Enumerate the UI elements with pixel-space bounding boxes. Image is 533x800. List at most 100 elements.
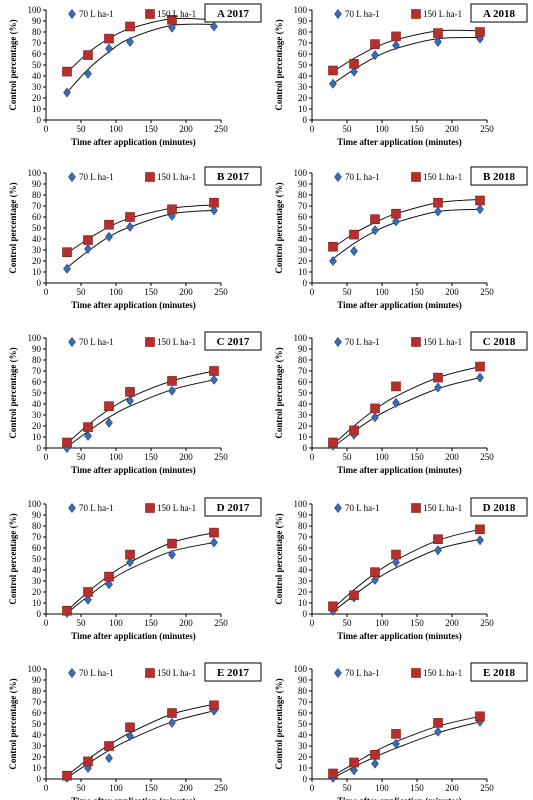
- y-tick-label: 20: [32, 93, 42, 103]
- y-tick-label: 30: [298, 576, 308, 586]
- x-tick-label: 250: [214, 124, 228, 134]
- y-tick-label: 10: [298, 432, 308, 442]
- y-tick-label: 40: [32, 71, 42, 81]
- title-box: [204, 166, 262, 186]
- data-point: [350, 765, 358, 776]
- title-box: [470, 331, 528, 351]
- y-tick-label: 80: [32, 686, 42, 696]
- y-tick-label: 0: [303, 443, 308, 453]
- y-tick-label: 100: [28, 333, 42, 343]
- data-point: [370, 750, 380, 760]
- x-axis-title: Time after application (minutes): [71, 137, 195, 147]
- y-tick-label: 80: [298, 355, 308, 365]
- legend-marker: [334, 9, 342, 19]
- y-tick-label: 70: [298, 697, 308, 707]
- y-axis-title: Control percentage (%): [8, 347, 18, 438]
- data-point: [126, 395, 134, 406]
- data-point: [328, 601, 338, 612]
- y-axis-title: Control percentage (%): [8, 678, 18, 769]
- data-point: [105, 43, 113, 54]
- data-point: [104, 401, 114, 411]
- x-tick-label: 200: [445, 124, 459, 134]
- data-point: [105, 753, 113, 764]
- y-tick-label: 80: [298, 521, 308, 531]
- y-tick-label: 40: [32, 234, 42, 244]
- y-tick-label: 100: [294, 499, 308, 509]
- data-point: [328, 241, 338, 252]
- legend-label: 70 L ha-1: [79, 668, 114, 678]
- y-axis-title: Control percentage (%): [8, 182, 18, 273]
- y-tick-label: 20: [298, 256, 308, 266]
- legend-marker: [334, 172, 342, 182]
- legend-marker: [68, 503, 76, 513]
- x-tick-label: 100: [109, 452, 123, 462]
- x-tick-label: 0: [44, 124, 49, 134]
- data-point: [476, 204, 484, 215]
- y-tick-label: 100: [28, 5, 42, 15]
- y-tick-label: 90: [298, 675, 308, 685]
- data-point: [104, 219, 114, 230]
- trend-curve: [66, 379, 215, 448]
- x-tick-label: 100: [109, 124, 123, 134]
- chart-title: B 2017: [217, 171, 250, 183]
- data-point: [434, 36, 442, 47]
- legend-marker: [334, 337, 342, 347]
- x-tick-label: 150: [144, 618, 158, 628]
- data-point: [126, 221, 134, 232]
- data-point: [210, 205, 218, 216]
- data-point: [392, 216, 400, 227]
- data-point: [391, 549, 401, 560]
- x-axis-title: Time after application (minutes): [71, 300, 195, 310]
- y-tick-label: 60: [298, 708, 308, 718]
- x-tick-label: 100: [375, 124, 389, 134]
- data-point: [62, 605, 72, 616]
- legend-label: 150 L ha-1: [423, 172, 462, 182]
- y-tick-label: 90: [32, 16, 42, 26]
- y-tick-label: 30: [32, 245, 42, 255]
- x-tick-label: 0: [44, 287, 49, 297]
- x-tick-label: 200: [445, 783, 459, 793]
- y-tick-label: 80: [298, 27, 308, 37]
- y-tick-label: 100: [294, 168, 308, 178]
- y-tick-label: 50: [32, 388, 42, 398]
- y-tick-label: 50: [298, 60, 308, 70]
- x-tick-label: 150: [410, 618, 424, 628]
- x-tick-label: 250: [214, 783, 228, 793]
- y-axis-title: Control percentage (%): [274, 513, 284, 604]
- legend-label: 70 L ha-1: [345, 9, 380, 19]
- x-axis-title: Time after application (minutes): [71, 465, 195, 475]
- legend-marker: [145, 9, 155, 19]
- data-point: [476, 535, 484, 546]
- y-tick-label: 0: [303, 115, 308, 125]
- data-point: [209, 527, 219, 538]
- legend-label: 70 L ha-1: [345, 668, 380, 678]
- y-tick-label: 60: [32, 708, 42, 718]
- data-point: [125, 387, 135, 397]
- data-point: [62, 770, 72, 781]
- data-point: [349, 229, 359, 240]
- data-point: [62, 247, 72, 257]
- y-axis-title: Control percentage (%): [274, 19, 284, 110]
- x-tick-label: 50: [343, 287, 353, 297]
- legend-marker: [68, 337, 76, 347]
- data-point: [370, 39, 380, 49]
- data-point: [126, 36, 134, 47]
- data-point: [83, 422, 93, 432]
- legend-marker: [68, 668, 76, 678]
- y-tick-label: 40: [32, 565, 42, 575]
- y-tick-label: 70: [298, 366, 308, 376]
- y-tick-label: 70: [32, 38, 42, 48]
- y-tick-label: 30: [32, 410, 42, 420]
- data-point: [105, 231, 113, 242]
- data-point: [349, 59, 359, 69]
- data-point: [63, 263, 71, 274]
- title-box: [204, 662, 262, 682]
- y-tick-label: 0: [303, 774, 308, 784]
- data-point: [350, 66, 358, 77]
- y-tick-label: 20: [298, 421, 308, 431]
- data-point: [349, 425, 359, 436]
- data-point: [349, 590, 359, 601]
- x-tick-label: 250: [480, 783, 494, 793]
